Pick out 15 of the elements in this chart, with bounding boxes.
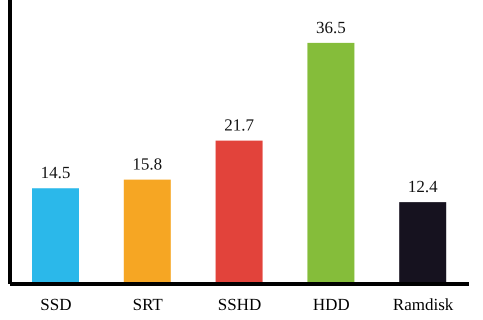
data-label: 15.8 [132,154,162,174]
x-tick-label: SSHD [218,295,262,314]
data-label: 21.7 [224,116,254,135]
data-label: 14.5 [40,163,70,182]
bar [124,180,171,284]
bar [216,140,263,284]
bar [399,202,446,284]
data-label: 36.5 [316,18,346,37]
data-label: 12.4 [408,177,438,196]
x-tick-label: SRT [132,295,164,314]
x-tick-label: Ramdisk [392,295,454,314]
x-tick-label: SSD [40,295,72,314]
bar [307,42,354,284]
x-tick-label: HDD [312,295,350,314]
bar [32,188,79,284]
